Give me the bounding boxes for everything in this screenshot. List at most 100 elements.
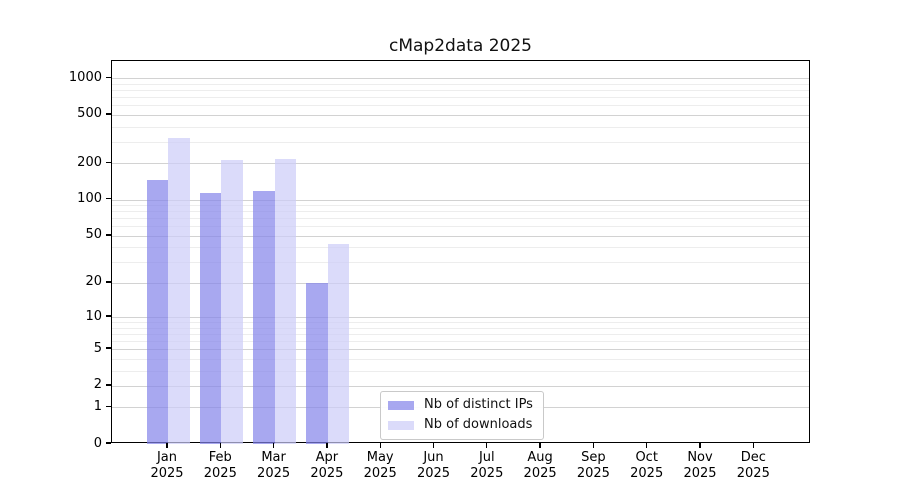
grid-line-minor bbox=[112, 105, 809, 107]
bar-distinct-ips bbox=[253, 191, 275, 444]
x-axis-tick-label: Jun 2025 bbox=[402, 450, 466, 482]
x-axis-tick-mark bbox=[326, 443, 328, 448]
x-tick-month: Jul bbox=[478, 450, 495, 465]
x-axis-tick-mark bbox=[539, 443, 541, 448]
grid-line-minor bbox=[112, 226, 809, 228]
x-axis-tick-mark bbox=[646, 443, 648, 448]
grid-line-minor bbox=[112, 333, 809, 335]
grid-line-minor bbox=[112, 247, 809, 249]
y-axis-tick-label: 200 bbox=[77, 154, 102, 170]
grid-line-minor bbox=[112, 97, 809, 99]
y-axis-tick-mark bbox=[106, 198, 111, 200]
y-axis-tick-label: 50 bbox=[85, 227, 102, 243]
legend-item-distinct-ips: Nb of distinct IPs bbox=[388, 398, 533, 412]
grid-line-minor bbox=[112, 341, 809, 342]
legend-swatch-distinct-ips bbox=[388, 400, 414, 410]
grid-line-minor bbox=[112, 218, 809, 220]
y-axis-tick-label: 10 bbox=[85, 308, 102, 324]
x-axis-tick-mark bbox=[486, 443, 488, 448]
plot-area bbox=[111, 60, 810, 444]
x-axis-tick-label: Feb 2025 bbox=[188, 450, 252, 482]
y-axis-tick-mark bbox=[106, 76, 111, 79]
x-axis-tick-mark bbox=[432, 443, 435, 448]
x-tick-month: Feb bbox=[208, 450, 232, 465]
legend-label-distinct-ips: Nb of distinct IPs bbox=[424, 397, 533, 412]
x-axis-tick-label: Dec 2025 bbox=[721, 450, 785, 482]
y-axis-tick-mark bbox=[106, 384, 111, 386]
x-tick-year: 2025 bbox=[257, 466, 291, 481]
y-axis-tick-mark bbox=[106, 442, 111, 444]
x-axis-tick-mark bbox=[166, 443, 168, 448]
y-axis-tick-label: 20 bbox=[85, 274, 102, 290]
x-axis-tick-label: Apr 2025 bbox=[295, 450, 359, 482]
grid-line-major bbox=[112, 235, 809, 237]
grid-line-major bbox=[112, 78, 809, 80]
x-axis-tick-mark bbox=[379, 443, 381, 448]
bar-downloads bbox=[168, 137, 190, 444]
x-tick-year: 2025 bbox=[630, 466, 664, 481]
grid-line-minor bbox=[112, 211, 809, 213]
legend-item-downloads: Nb of downloads bbox=[388, 418, 533, 432]
x-tick-year: 2025 bbox=[416, 466, 451, 481]
x-axis-tick-mark bbox=[752, 443, 754, 448]
grid-line-minor bbox=[112, 322, 809, 324]
grid-line-minor bbox=[112, 205, 809, 207]
x-axis-tick-label: Oct 2025 bbox=[615, 450, 679, 482]
grid-line-major bbox=[112, 282, 809, 284]
grid-line-major bbox=[112, 385, 809, 387]
grid-line-minor bbox=[112, 358, 809, 360]
legend-label-downloads: Nb of downloads bbox=[424, 417, 533, 432]
x-tick-month: Dec bbox=[740, 450, 766, 465]
grid-line-minor bbox=[112, 370, 809, 372]
x-tick-year: 2025 bbox=[523, 466, 557, 481]
y-axis-tick-label: 1 bbox=[93, 398, 102, 414]
chart-title: cMap2data 2025 bbox=[389, 36, 532, 56]
y-axis-tick-label: 2 bbox=[93, 377, 102, 393]
legend-swatch-downloads bbox=[388, 420, 414, 430]
grid-line-minor bbox=[112, 327, 809, 329]
legend: Nb of distinct IPs Nb of downloads bbox=[380, 391, 544, 440]
x-tick-year: 2025 bbox=[470, 466, 504, 481]
y-axis-tick-mark bbox=[106, 234, 111, 236]
bar-downloads bbox=[327, 243, 350, 444]
x-axis-tick-label: Jul 2025 bbox=[455, 450, 519, 482]
y-axis-tick-mark bbox=[106, 161, 111, 163]
y-axis-tick-label: 1000 bbox=[68, 69, 102, 85]
y-axis-tick-label: 500 bbox=[77, 106, 102, 122]
x-axis-tick-mark bbox=[219, 443, 221, 448]
x-tick-year: 2025 bbox=[576, 466, 610, 481]
grid-line-minor bbox=[112, 262, 809, 264]
y-axis-tick-label: 5 bbox=[93, 340, 102, 356]
x-tick-month: Mar bbox=[261, 450, 286, 465]
x-axis-tick-label: Jan 2025 bbox=[135, 450, 199, 482]
y-axis-tick-mark bbox=[106, 405, 111, 407]
x-tick-month: Nov bbox=[687, 450, 713, 465]
x-tick-month: Jan bbox=[156, 450, 178, 465]
x-tick-year: 2025 bbox=[310, 466, 344, 481]
grid-line-major bbox=[112, 317, 809, 319]
x-tick-month: Jun bbox=[423, 450, 444, 465]
x-axis-tick-label: Nov 2025 bbox=[668, 450, 732, 482]
x-axis-tick-mark bbox=[272, 443, 275, 448]
y-axis-tick-label: 100 bbox=[77, 191, 102, 207]
x-axis-tick-label: Mar 2025 bbox=[242, 450, 306, 482]
x-tick-month: Sep bbox=[581, 450, 606, 465]
y-axis-tick-mark bbox=[106, 281, 111, 283]
x-tick-month: Apr bbox=[315, 450, 339, 465]
x-tick-year: 2025 bbox=[736, 466, 770, 481]
x-tick-month: Aug bbox=[527, 450, 553, 465]
x-tick-month: May bbox=[366, 450, 394, 465]
x-tick-year: 2025 bbox=[203, 466, 237, 481]
grid-line-major bbox=[112, 349, 809, 351]
grid-line-minor bbox=[112, 90, 809, 92]
grid-line-major bbox=[112, 114, 809, 116]
x-axis-tick-label: Sep 2025 bbox=[561, 450, 625, 482]
grid-line-major bbox=[112, 163, 809, 165]
bar-distinct-ips bbox=[306, 282, 328, 444]
bar-distinct-ips bbox=[146, 180, 168, 444]
y-axis-tick-label: 0 bbox=[93, 435, 102, 451]
y-axis-tick-mark bbox=[106, 315, 111, 317]
x-tick-year: 2025 bbox=[683, 466, 717, 481]
y-axis-tick-mark bbox=[106, 113, 111, 115]
grid-line-minor bbox=[112, 83, 809, 85]
